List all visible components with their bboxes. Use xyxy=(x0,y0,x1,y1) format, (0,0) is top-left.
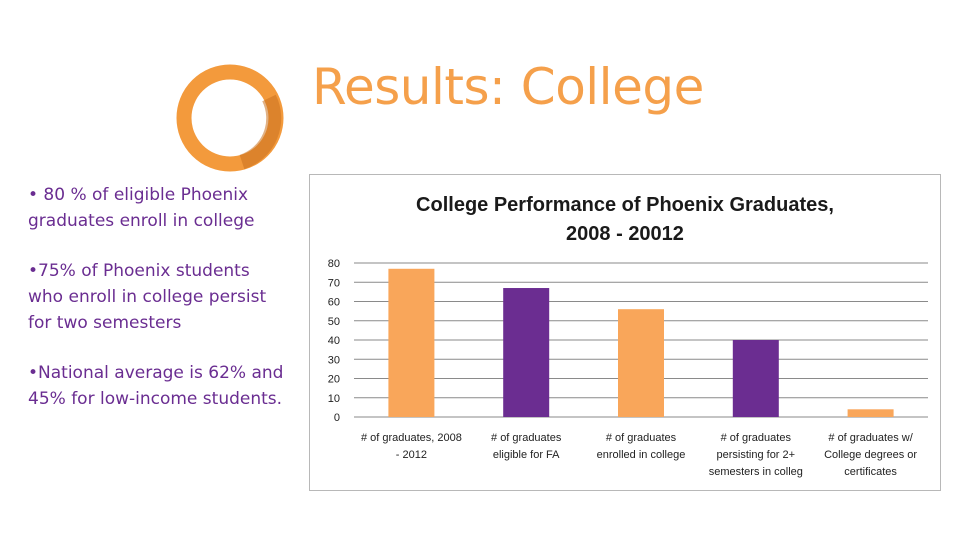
y-tick-label: 50 xyxy=(328,316,340,328)
y-tick-label: 10 xyxy=(328,393,340,405)
y-tick-label: 30 xyxy=(328,354,340,366)
y-tick-label: 60 xyxy=(328,297,340,309)
y-tick-label: 20 xyxy=(328,374,340,386)
category-label: # of graduates, 2008- 2012 xyxy=(361,432,462,461)
y-tick-label: 70 xyxy=(328,277,340,289)
category-label: # of graduates persisting for 2+ semesters… xyxy=(709,432,803,478)
y-tick-label: 40 xyxy=(328,335,340,347)
bar xyxy=(503,288,550,417)
bar xyxy=(732,340,779,417)
category-label: # of graduates eligible for FA xyxy=(491,432,562,461)
bullet-enroll: • 80 % of eligible Phoenix graduates enr… xyxy=(28,185,255,231)
chart-frame: College Performance of Phoenix Graduates… xyxy=(309,174,941,491)
bar xyxy=(388,268,435,417)
chart-title-line-1: College Performance of Phoenix Graduates… xyxy=(416,194,834,216)
chart-title: College Performance of Phoenix Graduates… xyxy=(310,191,940,249)
orange-ring-icon xyxy=(176,64,284,172)
bar xyxy=(847,409,894,417)
bullet-persist: •75% of Phoenix students who enroll in c… xyxy=(28,261,267,333)
bullet-list: • 80 % of eligible Phoenix graduates enr… xyxy=(28,182,290,436)
y-tick-label: 0 xyxy=(334,412,340,424)
category-label: # of graduates w/College degrees or certi… xyxy=(824,432,917,478)
bar-chart: 0 10 20 30 40 50 60 70 80 # of graduates, 2008- 2… xyxy=(328,258,928,478)
category-label: # of graduates enrolled in college xyxy=(597,432,686,461)
chart-title-line-2: 2008 - 20012 xyxy=(566,223,684,245)
bar xyxy=(618,309,664,417)
y-tick-label: 80 xyxy=(328,258,340,270)
bullet-national-average: •National average is 62% and 45% for low… xyxy=(28,363,284,409)
slide-title: Results: College xyxy=(312,58,704,116)
